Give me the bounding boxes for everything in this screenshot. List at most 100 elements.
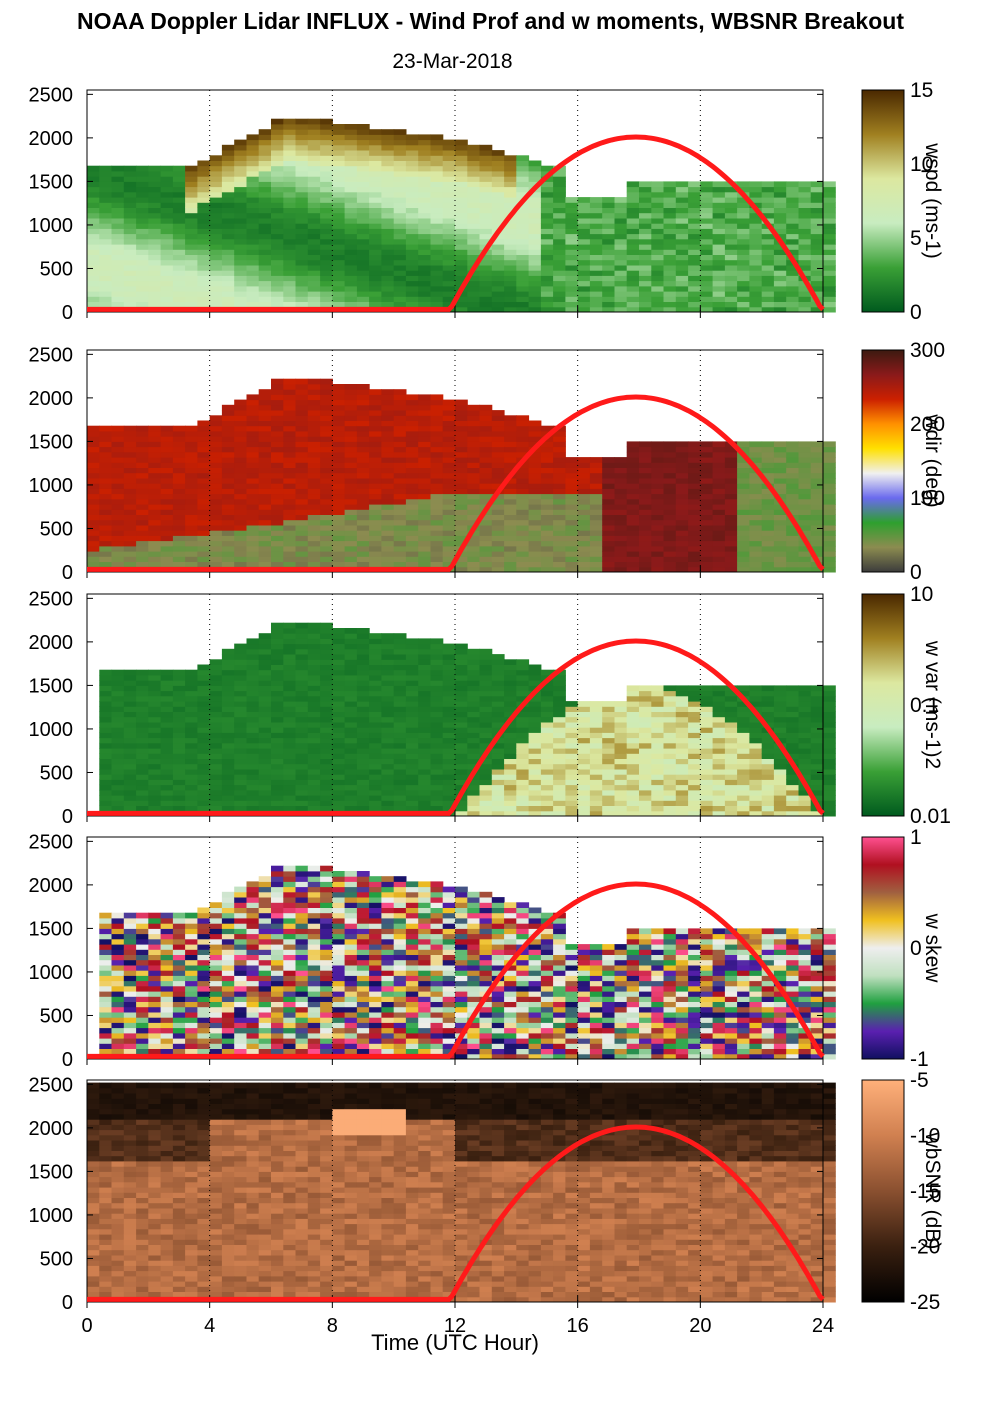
heatmap-cell (675, 296, 689, 302)
heatmap-cell (234, 769, 247, 775)
heatmap-cell (197, 727, 211, 733)
heatmap-cell (430, 483, 444, 489)
heatmap-cell (221, 556, 235, 562)
heatmap-cell (810, 446, 824, 453)
heatmap-cell (651, 249, 665, 255)
heatmap-cell (136, 769, 149, 775)
heatmap-cell (626, 451, 640, 458)
heatmap-cell (798, 462, 812, 468)
heatmap-cell (639, 228, 652, 235)
heatmap-cell (540, 722, 554, 728)
heatmap-cell (393, 275, 407, 282)
heatmap-cell (307, 420, 321, 427)
heatmap-cell (271, 795, 284, 801)
heatmap-cell (234, 202, 247, 208)
heatmap-cell (332, 748, 346, 754)
heatmap-cell (418, 218, 431, 224)
heatmap-cell (295, 519, 309, 526)
heatmap-cell (565, 566, 579, 573)
heatmap-cell (442, 155, 456, 161)
heatmap-cell (87, 451, 100, 458)
heatmap-cell (516, 191, 530, 198)
heatmap-cell (148, 472, 162, 479)
heatmap-cell (344, 218, 358, 224)
heatmap-cell (148, 722, 162, 728)
heatmap-cell (724, 265, 738, 271)
heatmap-cell (283, 389, 297, 395)
heatmap-cell (516, 291, 530, 297)
heatmap-cell (185, 545, 198, 552)
heatmap-cell (504, 498, 517, 505)
heatmap-cell (369, 291, 382, 297)
heatmap-cell (479, 774, 493, 780)
colorbar (861, 349, 905, 573)
heatmap-cell (516, 202, 530, 208)
heatmap-cell (528, 753, 542, 759)
heatmap-cell (810, 441, 824, 448)
heatmap-cell (209, 249, 223, 255)
heatmap-cell (381, 556, 395, 562)
heatmap-cell (246, 134, 260, 141)
heatmap-cell (160, 525, 174, 531)
heatmap-cell (246, 551, 260, 557)
heatmap-cell (197, 249, 211, 255)
heatmap-cell (234, 753, 247, 759)
heatmap-cell (332, 394, 346, 401)
heatmap-cell (589, 233, 603, 240)
heatmap-cell (442, 727, 456, 733)
heatmap-cell (773, 483, 787, 489)
heatmap-cell (344, 186, 358, 193)
heatmap-cell (442, 212, 456, 219)
heatmap-cell (246, 530, 260, 536)
heatmap-cell (602, 784, 615, 791)
heatmap-cell (307, 779, 321, 786)
heatmap-cell (271, 291, 284, 297)
heatmap-cell (136, 285, 149, 292)
heatmap-cell (356, 462, 370, 468)
heatmap-cell (356, 769, 370, 775)
heatmap-cell (663, 514, 677, 521)
heatmap-cell (344, 139, 358, 146)
heatmap-cell (185, 498, 198, 505)
heatmap-cell (221, 446, 235, 453)
heatmap-cell (442, 685, 456, 692)
heatmap-cell (295, 742, 309, 749)
heatmap-cell (663, 493, 677, 500)
heatmap-cell (724, 212, 738, 219)
heatmap-cell (405, 446, 419, 453)
heatmap-cell (344, 509, 358, 515)
heatmap-cell (688, 181, 701, 188)
heatmap-cell (197, 285, 211, 292)
heatmap-cell (295, 488, 309, 495)
heatmap-cell (246, 280, 260, 287)
heatmap-cell (553, 249, 566, 255)
heatmap-cell (381, 254, 395, 261)
heatmap-cell (136, 233, 149, 240)
heatmap-cell (724, 514, 738, 521)
heatmap-cell (295, 664, 309, 671)
heatmap-cell (393, 399, 407, 406)
heatmap-cell (516, 441, 530, 448)
heatmap-cell (332, 139, 346, 146)
heatmap-cell (589, 545, 603, 552)
heatmap-cell (553, 472, 566, 479)
heatmap-cell (675, 212, 689, 219)
heatmap-cell (798, 296, 812, 302)
heatmap-cell (136, 795, 149, 801)
heatmap-cell (614, 779, 628, 786)
heatmap-cell (283, 467, 297, 474)
heatmap-cell (234, 545, 247, 552)
heatmap-cell (136, 436, 149, 442)
heatmap-cell (320, 483, 333, 489)
heatmap-cell (565, 218, 579, 224)
heatmap-cell (172, 530, 186, 536)
heatmap-cell (418, 301, 431, 308)
heatmap-cell (405, 144, 419, 151)
heatmap-cell (528, 519, 542, 526)
heatmap-cell (528, 535, 542, 542)
heatmap-cell (99, 457, 113, 463)
heatmap-cell (99, 462, 113, 468)
heatmap-cell (123, 701, 137, 707)
heatmap-cell (271, 675, 284, 681)
heatmap-cell (455, 648, 468, 655)
